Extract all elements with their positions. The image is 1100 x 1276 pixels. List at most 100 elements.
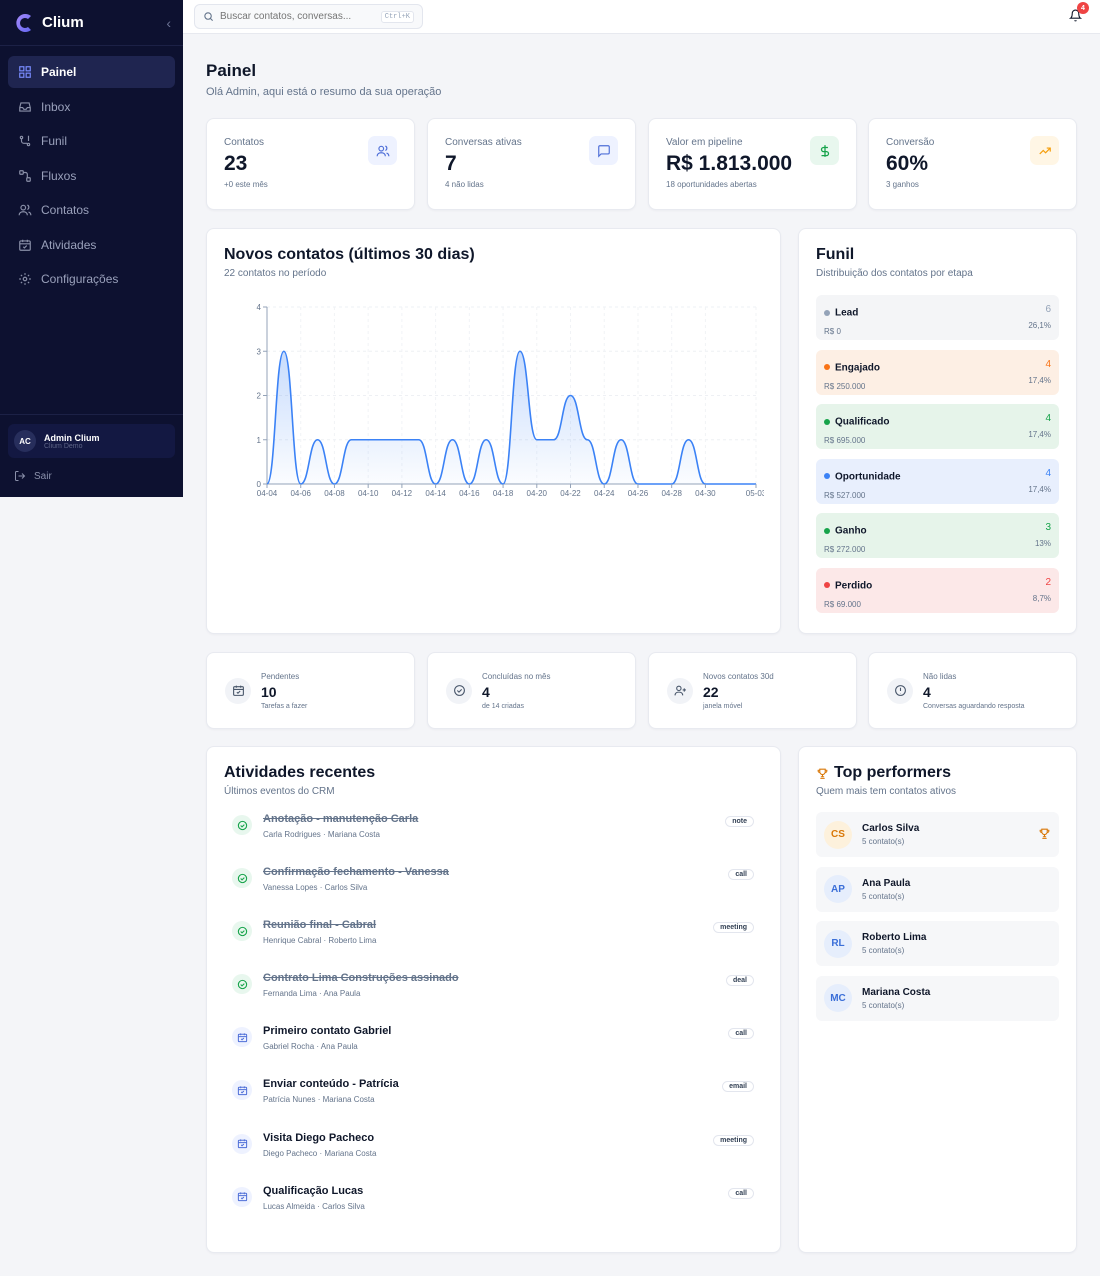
bell-icon [1069,9,1082,22]
funnel-card: Funil Distribuição dos contatos por etap… [798,228,1077,634]
stat-sub: +0 este mês [224,180,268,189]
recent-activities-card: Atividades recentes Últimos eventos do C… [206,746,781,1253]
stage-amount: R$ 527.000 [824,490,866,500]
search-box[interactable]: Ctrl+K [194,4,423,29]
avatar: MC [824,984,852,1012]
sidebar-item-label: Atividades [41,237,97,252]
sidebar-item-label: Painel [41,65,77,79]
calendar-icon [232,1186,252,1207]
activity-type-tag: deal [725,975,754,987]
mini-stat-concluidas: Concluídas no mês 4 de 14 criadas [427,652,636,729]
activity-meta: Fernanda Lima · Ana Paula [263,989,361,999]
sidebar-item-funil[interactable]: Funil [8,125,175,157]
stage-pct: 13% [1034,539,1051,548]
activity-item[interactable]: Primeiro contato Gabriel Gabriel Rocha · … [224,1025,763,1078]
gear-icon [18,272,32,286]
sidebar-item-fluxos[interactable]: Fluxos [8,160,175,192]
clium-logo-icon [16,13,31,32]
funnel-stage-oportunidade[interactable]: Oportunidade 4 R$ 527.000 17,4% [816,458,1059,504]
performer-item[interactable]: RL Roberto Lima 5 contato(s) [816,921,1059,966]
funnel-stage-ganho[interactable]: Ganho 3 R$ 272.000 13% [816,513,1059,558]
search-input[interactable] [220,11,370,22]
logout-button[interactable]: Sair [8,470,175,482]
sidebar-item-inbox[interactable]: Inbox [8,91,175,123]
mini-stat-label: Novos contatos 30d [703,671,774,681]
stage-name: Lead [835,307,859,319]
notifications-button[interactable] [1069,9,1082,22]
performer-item[interactable]: CS Carlos Silva 5 contato(s) [816,812,1059,857]
activity-meta: Carla Rodrigues · Mariana Costa [263,830,380,839]
dollar-icon [810,136,839,165]
activity-type-tag: email [722,1081,754,1093]
stage-count: 3 [1045,522,1051,533]
inbox-icon [18,100,32,114]
topbar: Ctrl+K 4 [183,0,1100,34]
sidebar-item-label: Configurações [41,272,119,286]
funnel-stage-perdido[interactable]: Perdido 2 R$ 69.000 8,7% [816,567,1059,613]
calendar-icon [232,1080,252,1101]
x-tick-label: 04-20 [527,489,548,498]
sidebar-item-atividades[interactable]: Atividades [8,229,175,261]
funnel-stage-lead[interactable]: Lead 6 R$ 0 26,1% [816,295,1059,340]
activity-type-tag: note [725,816,754,827]
activity-item[interactable]: Visita Diego Pacheco Diego Pacheco · Mari… [224,1132,763,1185]
funnel-stage-engajado[interactable]: Engajado 4 R$ 250.000 17,4% [816,349,1059,395]
stage-name: Qualificado [835,416,890,428]
funnel-stage-qualificado[interactable]: Qualificado 4 R$ 695.000 17,4% [816,404,1059,449]
mini-stat-sub: Conversas aguardando resposta [923,702,1025,710]
mini-stat-label: Pendentes [261,671,300,681]
performer-count: 5 contato(s) [862,837,905,846]
stage-name: Engajado [835,361,881,373]
stat-sub: 18 oportunidades abertas [666,180,757,189]
mini-stat-pendentes: Pendentes 10 Tarefas a fazer [206,652,415,729]
stat-value: R$ 1.813.000 [666,152,793,175]
trophy-icon [816,767,829,780]
alert-circle-icon [887,677,913,704]
sidebar-item-contatos[interactable]: Contatos [8,194,175,226]
activities-subtitle: Últimos eventos do CRM [224,786,335,797]
stat-sub: 4 não lidas [445,180,484,189]
activity-item[interactable]: Anotação - manutenção Carla Carla Rodrigu… [224,813,763,866]
x-tick-label: 04-30 [695,489,716,498]
stage-name: Ganho [835,525,867,537]
mini-stat-sub: Tarefas a fazer [261,702,308,710]
stage-pct: 17,4% [1028,375,1051,385]
x-tick-label: 04-26 [628,489,649,498]
check-circle-icon [232,868,252,889]
user-plus-icon [667,677,693,704]
logout-icon [14,470,26,482]
activity-meta: Patrícia Nunes · Mariana Costa [263,1095,375,1105]
x-tick-label: 04-24 [594,489,615,498]
activity-item[interactable]: Reunião final - Cabral Henrique Cabral · … [224,919,763,972]
activity-item[interactable]: Confirmação fechamento - Vanessa Vanessa … [224,866,763,919]
activity-item[interactable]: Contrato Lima Construções assinado Fernan… [224,972,763,1025]
sidebar-item-label: Funil [41,134,68,148]
avatar: CS [824,820,852,849]
activity-item[interactable]: Enviar conteúdo - Patrícia Patrícia Nunes… [224,1078,763,1131]
stat-card-contatos: Contatos 23 +0 este mês [206,118,415,210]
sidebar-item-painel[interactable]: Painel [8,56,175,88]
activities-title: Atividades recentes [224,764,376,781]
activities-list: Anotação - manutenção Carla Carla Rodrigu… [224,813,763,1238]
user-card[interactable]: AC Admin Clium Clium Demo [8,424,175,458]
stage-count: 6 [1045,304,1051,315]
activity-item[interactable]: Qualificação Lucas Lucas Almeida · Carlos… [224,1185,763,1238]
stage-amount: R$ 272.000 [824,545,866,554]
sidebar-footer: AC Admin Clium Clium Demo Sair [0,414,183,491]
stage-amount: R$ 0 [824,327,841,336]
mini-stat-value: 4 [923,683,931,700]
stat-label: Conversão [886,137,935,148]
performer-item[interactable]: MC Mariana Costa 5 contato(s) [816,975,1059,1021]
calendar-icon [18,238,32,252]
stage-pct: 8,7% [1032,593,1051,603]
collapse-sidebar-icon[interactable]: ‹ [166,14,171,31]
x-tick-label: 04-28 [661,489,682,498]
sidebar-item-configuracoes[interactable]: Configurações [8,263,175,295]
y-tick-label: 0 [257,480,262,489]
avatar: AC [14,430,36,452]
stage-count: 2 [1045,576,1051,588]
stage-count: 4 [1045,358,1051,370]
user-org: Clium Demo [44,442,83,450]
app-name: Clium [42,14,84,31]
performer-item[interactable]: AP Ana Paula 5 contato(s) [816,866,1059,912]
